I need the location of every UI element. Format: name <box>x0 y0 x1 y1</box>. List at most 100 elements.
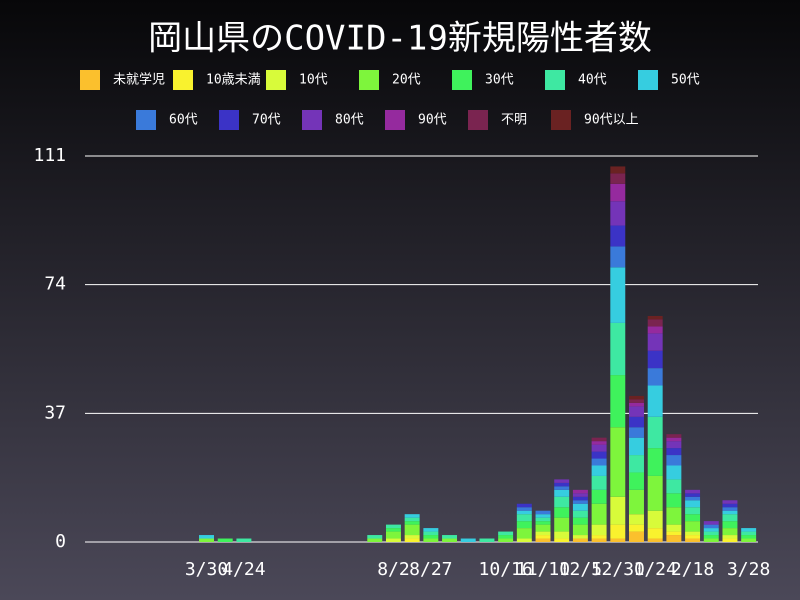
x-tick-label: 3/28 <box>727 559 770 580</box>
legend-label: 90代以上 <box>584 113 639 128</box>
bar-segment <box>666 507 682 525</box>
x-tick-label: 8/27 <box>409 559 452 580</box>
bar-segment <box>516 521 532 529</box>
bar-segment <box>629 455 644 473</box>
bar-segment <box>703 524 719 529</box>
bar-segment <box>404 517 420 522</box>
bar-segment <box>647 333 663 351</box>
bar-segment <box>591 503 607 525</box>
legend-label: 未就学児 <box>113 72 165 88</box>
bar-segment <box>516 538 532 542</box>
bar-segment <box>516 507 532 511</box>
legend-label: 40代 <box>578 73 607 88</box>
legend-label: 90代 <box>418 113 447 128</box>
bar-segment <box>685 500 701 508</box>
bar-segment <box>423 538 439 542</box>
bar-segment <box>629 427 644 438</box>
bar-segment <box>367 538 383 542</box>
legend-swatch <box>385 110 405 130</box>
legend-swatch <box>173 70 193 90</box>
bar-segment <box>666 448 682 456</box>
legend-swatch <box>266 70 286 90</box>
bar-segment <box>647 475 663 511</box>
bar-segment <box>666 455 682 466</box>
bar-segment <box>554 507 570 518</box>
bar-segment <box>666 441 682 449</box>
bar-segment <box>610 183 626 202</box>
bar-segment <box>647 315 663 320</box>
bar-segment <box>572 535 588 539</box>
bar-segment <box>722 514 738 522</box>
bar-segment <box>685 514 701 522</box>
x-tick-label: 2/18 <box>671 559 714 580</box>
bar-segment <box>685 493 701 497</box>
bar-segment <box>516 528 532 539</box>
legend-swatch <box>80 70 100 90</box>
bar-segment <box>647 538 663 542</box>
bar-segment <box>385 531 401 539</box>
bar-segment <box>610 524 626 539</box>
legend-swatch <box>359 70 379 90</box>
bar-segment <box>703 531 719 536</box>
x-tick-label: 1/24 <box>634 559 677 580</box>
bar-segment <box>722 528 738 536</box>
bar-segment <box>647 510 663 529</box>
bar-segment <box>217 538 233 542</box>
bar-segment <box>516 514 532 522</box>
bar-segment <box>479 538 495 542</box>
bar-segment <box>591 489 607 504</box>
bar-segment <box>236 538 252 542</box>
bar-segment <box>591 465 607 476</box>
bar-segment <box>442 535 458 539</box>
bar-segment <box>741 528 757 532</box>
bar-segment <box>554 531 570 539</box>
x-tick-label: 10/16 <box>479 559 533 580</box>
bar-segment <box>404 521 420 525</box>
bar-segment <box>498 531 514 536</box>
bar-segment <box>741 531 757 536</box>
bar-segment <box>554 496 570 508</box>
bar-segment <box>666 493 682 508</box>
bar-segment <box>647 448 663 476</box>
bar-segment <box>572 503 588 511</box>
bar-segment <box>647 319 663 327</box>
bar-segment <box>629 489 644 515</box>
bar-segment <box>404 514 420 518</box>
x-tick-label: 8/2 <box>377 559 410 580</box>
bar-segment <box>554 489 570 497</box>
bar-segment <box>741 538 757 542</box>
bar-segment <box>685 521 701 532</box>
bar-segment <box>647 385 663 417</box>
bar-segment <box>554 517 570 532</box>
legend-swatch <box>551 110 571 130</box>
bar-segment <box>703 528 719 532</box>
bar-segment <box>591 524 607 536</box>
bar-segment <box>572 489 588 494</box>
legend-label: 10代 <box>299 73 328 88</box>
y-tick-label: 111 <box>33 145 66 166</box>
bar-segment <box>591 441 607 445</box>
bar-segment <box>572 517 588 525</box>
bar-segment <box>629 524 644 532</box>
bar-segment <box>423 528 439 532</box>
bar-segment <box>591 458 607 466</box>
legend-swatch <box>452 70 472 90</box>
bar-segment <box>685 535 701 539</box>
bar-segment <box>629 531 644 542</box>
bar-segment <box>535 514 551 518</box>
bar-segment <box>647 416 663 449</box>
legend-label: 80代 <box>335 113 364 128</box>
bar-segment <box>610 267 626 323</box>
bar-segment <box>666 535 682 542</box>
bar-segment <box>572 500 588 504</box>
bar-segment <box>610 173 626 184</box>
bar-segment <box>591 475 607 490</box>
bar-segment <box>629 402 644 407</box>
bar-segment <box>685 489 701 494</box>
x-tick-label: 12/5 <box>559 559 602 580</box>
bar-segment <box>685 507 701 515</box>
bar-segment <box>610 322 626 376</box>
bar-segment <box>741 535 757 539</box>
bar-segment <box>610 427 626 497</box>
